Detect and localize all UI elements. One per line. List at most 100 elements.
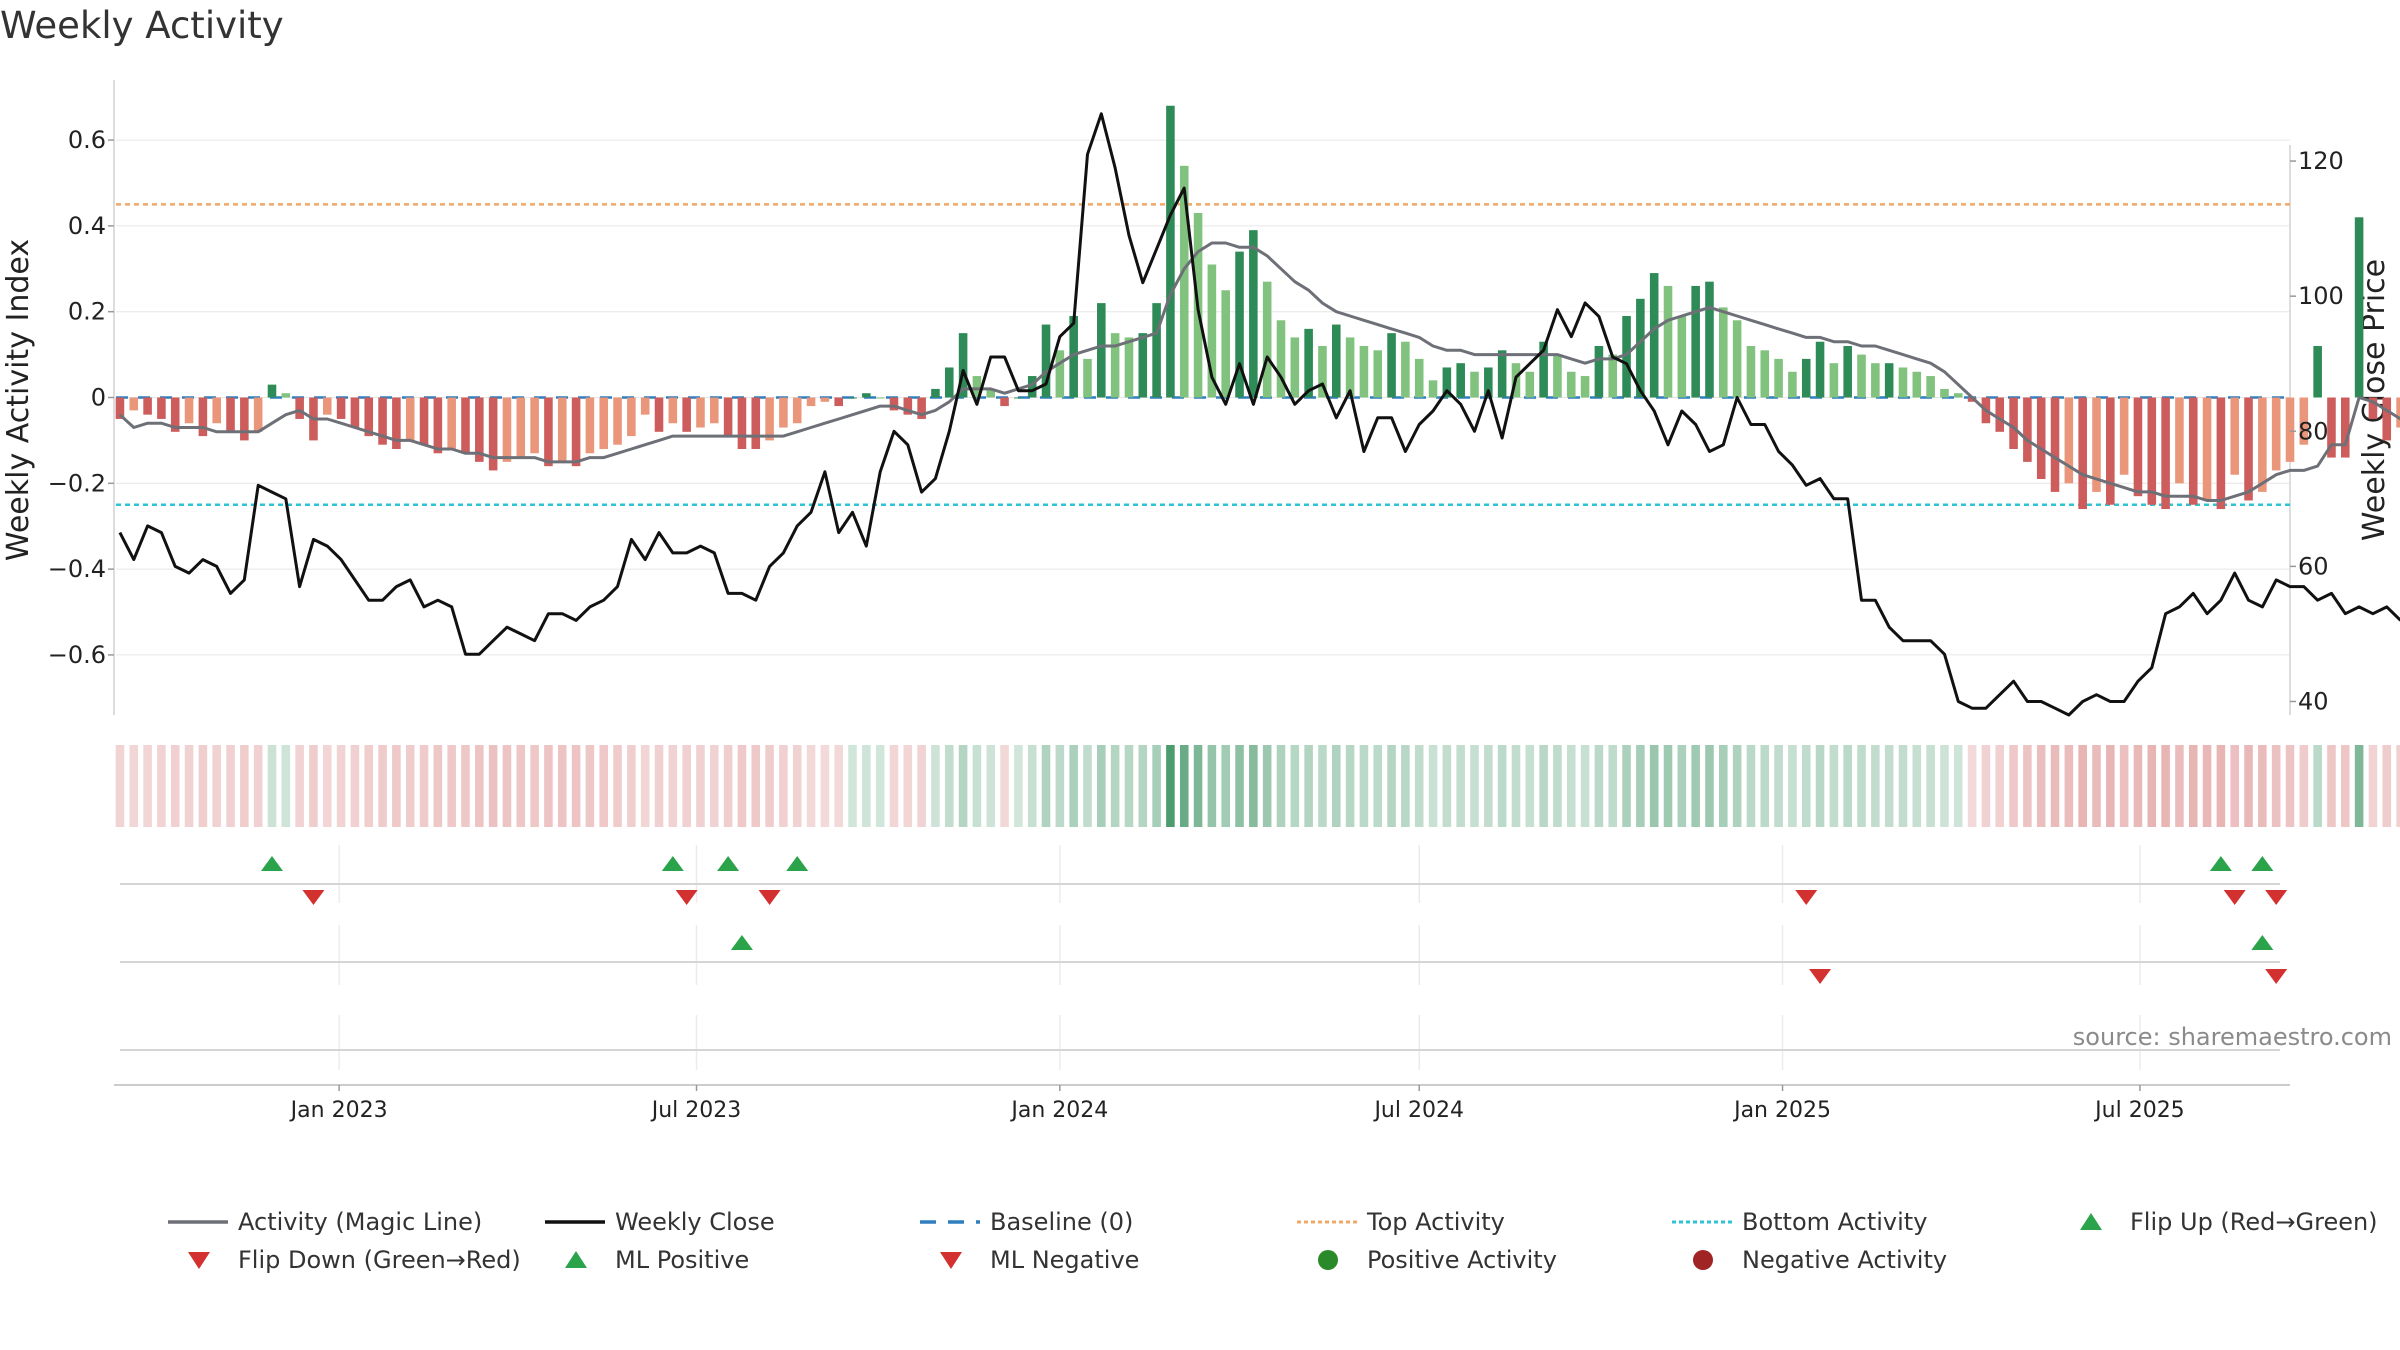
heat-cell [2119, 745, 2129, 827]
activity-bar [2078, 397, 2087, 510]
activity-bar [2354, 217, 2364, 398]
legend-label: ML Positive [615, 1246, 749, 1274]
activity-bar [2285, 397, 2295, 462]
activity-bar [1097, 303, 1106, 398]
activity-bar [627, 397, 636, 437]
heat-cell [364, 745, 374, 827]
legend-swatch [1318, 1250, 1338, 1270]
flip-up-marker [661, 856, 684, 871]
activity-bar [544, 397, 553, 467]
heat-cell [1677, 745, 1687, 827]
heat-cell [1884, 745, 1894, 827]
activity-bar [1525, 371, 1535, 398]
flip-down-marker [302, 890, 325, 905]
legend-item: Flip Down (Green→Red) [188, 1246, 521, 1274]
heat-cell [751, 745, 761, 827]
heat-cell [336, 745, 346, 827]
heat-cell [1636, 745, 1645, 827]
legend-label: Bottom Activity [1742, 1208, 1927, 1236]
activity-bars [115, 105, 2400, 510]
heat-cell [1428, 745, 1438, 827]
heat-cell [1318, 745, 1327, 827]
heat-cell [2064, 745, 2074, 827]
heat-cell [2258, 745, 2267, 827]
activity-bar [2368, 397, 2378, 419]
activity-bar [475, 397, 484, 462]
activity-bar [1580, 376, 1590, 398]
activity-bar [1332, 324, 1341, 398]
heat-cell [350, 745, 360, 827]
activity-bar [2064, 397, 2074, 484]
activity-bar [1663, 285, 1673, 398]
flip-up-marker [260, 856, 283, 871]
heat-cell [585, 745, 595, 827]
activity-bar [253, 397, 263, 432]
activity-bar [1898, 367, 1908, 398]
activity-bar [986, 388, 996, 398]
heat-cell [1829, 745, 1839, 827]
activity-bar [875, 397, 885, 399]
activity-bar [1373, 350, 1383, 398]
heat-cell [1345, 745, 1355, 827]
heat-cell [2396, 745, 2400, 827]
heat-cell [1691, 745, 1700, 827]
heat-cell [309, 745, 318, 827]
activity-bar [2092, 397, 2101, 492]
heat-cell [875, 745, 885, 827]
y-ticks: 0.6 0.4 0.2 0 −0.2 −0.4 −0.6 [48, 126, 114, 669]
date-tick-label: Jan 2023 [289, 1098, 388, 1123]
heat-cell [1788, 745, 1797, 827]
activity-bar [889, 397, 899, 411]
heat-cell [1553, 745, 1562, 827]
heat-cell [240, 745, 249, 827]
heat-cell [1594, 745, 1604, 827]
heat-cell [115, 745, 125, 827]
heat-cell [1857, 745, 1866, 827]
activity-bar [2341, 397, 2350, 458]
heat-cell [2299, 745, 2309, 827]
activity-bar [1484, 367, 1493, 398]
heat-cell [392, 745, 401, 827]
ml-positive-marker [730, 935, 753, 950]
heat-cell [516, 745, 526, 827]
heat-cell [903, 745, 913, 827]
legend-label: Top Activity [1366, 1208, 1505, 1236]
heat-cell [640, 745, 650, 827]
legend-item: Activity (Magic Line) [168, 1208, 482, 1236]
activity-bar [1235, 251, 1244, 398]
heat-cell [571, 745, 581, 827]
heat-cell [1484, 745, 1493, 827]
heat-cell [1179, 745, 1189, 827]
activity-bar [1871, 363, 1880, 398]
heat-cell [737, 745, 747, 827]
activity-bar [2202, 397, 2212, 501]
activity-bar [1732, 320, 1742, 398]
activity-bar [447, 397, 456, 449]
heat-cell [1912, 745, 1922, 827]
heat-cell [1207, 745, 1217, 827]
activity-bar [267, 384, 277, 398]
heat-cell [1608, 745, 1618, 827]
activity-bar [2299, 397, 2309, 445]
heat-cell [2271, 745, 2281, 827]
activity-bar [737, 397, 747, 449]
activity-bar [1304, 328, 1313, 398]
activity-bar [1677, 315, 1687, 398]
legend-swatch [940, 1252, 962, 1269]
heat-cell [2161, 745, 2170, 827]
activity-bar [1069, 315, 1078, 398]
heat-cell [2202, 745, 2212, 827]
legend-item: Positive Activity [1318, 1246, 1557, 1274]
heat-cell [2133, 745, 2143, 827]
activity-bar [972, 376, 982, 398]
heat-cell [2368, 745, 2378, 827]
legend-label: Baseline (0) [990, 1208, 1133, 1236]
heat-cell [1760, 745, 1770, 827]
heat-cell [723, 745, 733, 827]
y-tick-label: −0.2 [48, 469, 106, 497]
legend-item: ML Negative [940, 1246, 1139, 1274]
activity-bar [1829, 363, 1839, 398]
heat-cell [1732, 745, 1742, 827]
activity-bar [2161, 397, 2170, 510]
